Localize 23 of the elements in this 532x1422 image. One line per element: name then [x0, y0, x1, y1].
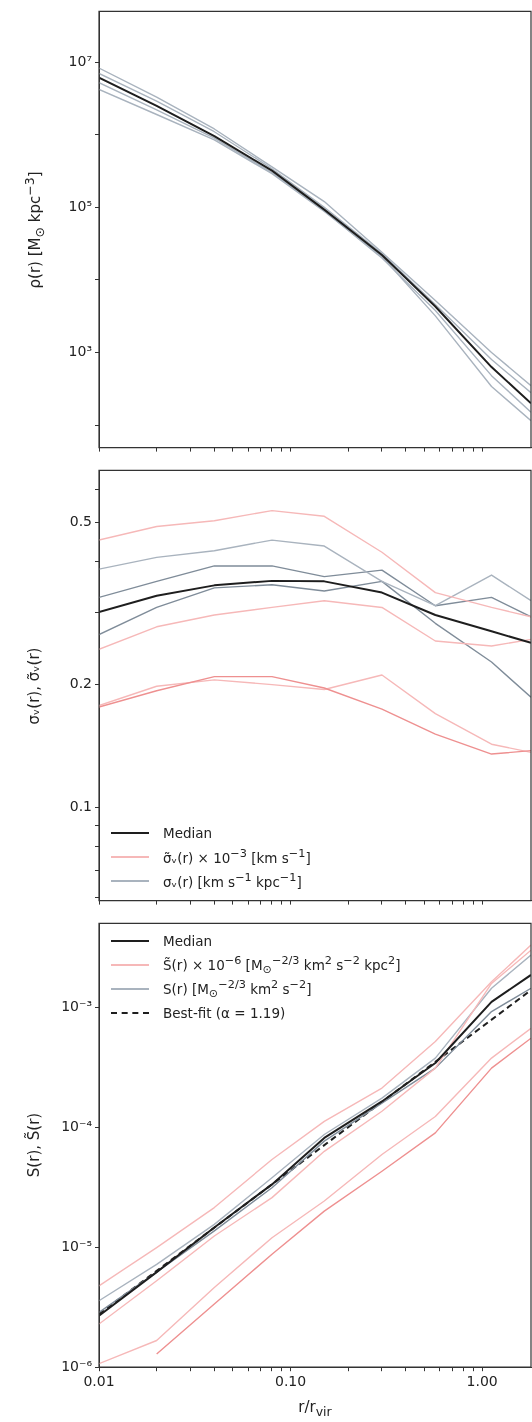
x-tick-label: 1.00: [466, 1373, 498, 1390]
y-tick-label: 10⁻⁴: [61, 1117, 93, 1134]
y-axis-title: S(r), S̃(r): [25, 1113, 43, 1178]
y-axis-title: σᵥ(r), σ̃ᵥ(r): [25, 647, 43, 724]
y-tick-label: 10⁻⁵: [61, 1237, 92, 1254]
legend-label: Median: [163, 824, 213, 841]
x-tick-label: 0.10: [274, 1373, 307, 1390]
legend-label: σ̃ᵥ(r) × 10$^{−3}$ [km s$^{−1}$]: [163, 847, 311, 866]
x-axis-title: r/r$_{vir}$: [298, 1398, 332, 1419]
legend-label: Median: [163, 933, 213, 950]
legend-label: Best-fit (α = 1.19): [163, 1005, 286, 1022]
text: S̃(r) × 10$^{−6}$ [M$_{⊙}$$^{−2/3}$ km$^{2}$ s$^{−2}$ kpc$^{2}$]: [163, 954, 401, 977]
y-tick-label: 0.1: [69, 797, 92, 814]
x-tick-label: 0.01: [83, 1373, 115, 1390]
y-tick-label: 10⁷: [68, 52, 92, 69]
y-tick-label: 10⁻⁶: [61, 1357, 93, 1374]
y-tick-label: 0.5: [69, 512, 92, 529]
y-tick-label: 0.2: [69, 675, 92, 692]
y-tick-label: 10³: [68, 343, 92, 360]
y-tick-label: 10⁻³: [61, 997, 92, 1014]
y-tick-label: 10⁵: [68, 197, 92, 214]
legend-label: S(r) [M$_{⊙}$$^{−2/3}$ km$^{2}$ s$^{−2}$]: [163, 978, 312, 1001]
legend-label: σᵥ(r) [km s$^{−1}$ kpc$^{−1}$]: [163, 871, 302, 890]
